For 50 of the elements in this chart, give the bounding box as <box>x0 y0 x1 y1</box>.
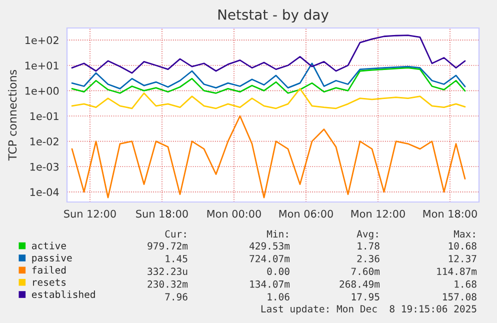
text: 979.72m <box>148 242 188 250</box>
x-tick-label: Mon 06:00 <box>279 210 333 218</box>
legend-label: active <box>32 242 66 250</box>
text: Last update: Mon Dec 8 19:15:06 2025 <box>261 304 476 314</box>
y-tick-label: 1e-04 <box>30 188 59 196</box>
text: 332.23u <box>148 268 188 276</box>
text: Max: <box>454 230 475 238</box>
line-series <box>71 115 466 198</box>
y-tick-label: 1e+00 <box>25 86 59 95</box>
x-tick-label: Mon 18:00 <box>423 210 477 218</box>
legend-label: resets <box>33 278 66 286</box>
y-tick-label: 1e+01 <box>25 62 58 70</box>
legend-label: passive <box>32 254 72 264</box>
text: 1.45 <box>166 255 188 262</box>
text: 134.07m <box>250 280 290 288</box>
text: 114.87m <box>437 268 477 276</box>
chart-title: Netstat - by day <box>218 9 329 23</box>
text: 2.36 <box>357 254 380 262</box>
text: 7.96 <box>165 293 188 300</box>
text: 268.49m <box>340 280 380 288</box>
text: 10.68 <box>448 242 476 250</box>
text: 1.06 <box>268 293 290 300</box>
text: 230.32m <box>148 280 188 288</box>
text: Avg: <box>356 230 378 240</box>
line-series <box>71 67 466 94</box>
text: 12.37 <box>448 254 476 262</box>
text: 429.53m <box>250 242 290 250</box>
text: 0.00 <box>267 268 290 276</box>
text: 157.08 <box>443 293 476 300</box>
x-tick-label: Sun 12:00 <box>64 210 116 218</box>
text: 7.60m <box>351 268 380 276</box>
text: 1.68 <box>454 280 476 288</box>
y-tick-label: 1e-01 <box>30 112 58 120</box>
x-tick-label: Mon 00:00 <box>207 210 261 218</box>
legend-label: established <box>32 290 95 298</box>
text: Cur: <box>165 230 186 238</box>
y-tick-label: 1e-02 <box>30 138 58 146</box>
x-tick-label: Sun 18:00 <box>136 210 188 218</box>
text: 724.07m <box>250 254 290 262</box>
line-series <box>71 88 466 110</box>
line-series <box>71 34 466 74</box>
text: 1.78 <box>358 242 380 250</box>
text: Min: <box>266 230 288 238</box>
y-axis-title: TCP connections <box>8 70 17 161</box>
x-tick-label: Mon 12:00 <box>351 210 405 218</box>
line-series <box>71 62 466 90</box>
y-tick-label: 1e+02 <box>25 36 58 44</box>
legend-label: failed <box>32 266 66 274</box>
text: 17.95 <box>352 293 380 300</box>
y-tick-label: 1e-03 <box>30 162 59 171</box>
